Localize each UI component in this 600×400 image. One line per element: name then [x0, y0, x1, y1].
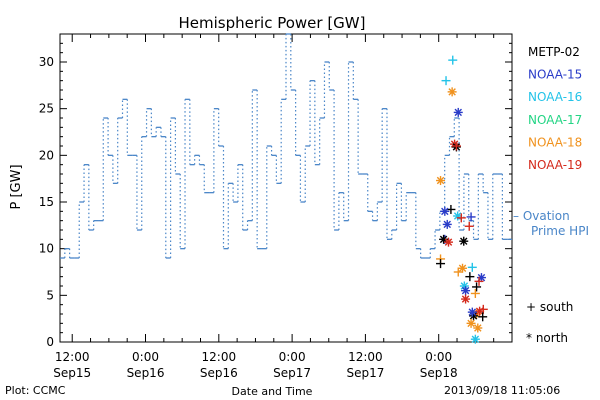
y-tick-label: 25: [39, 102, 54, 116]
y-tick-label: 5: [46, 288, 54, 302]
satellite-point-noaa-19: [464, 221, 474, 231]
satellite-point-noaa-15: [466, 212, 476, 222]
marker-stroke: [460, 237, 468, 245]
satellite-point-noaa-16: [470, 334, 480, 344]
satellite-point-noaa-19: [443, 237, 453, 247]
x-tick-date-label: Sep16: [127, 366, 165, 380]
marker-stroke: [454, 108, 462, 117]
marker-stroke: [458, 264, 467, 273]
y-tick-label: 10: [39, 242, 54, 256]
legend-noaa-19: NOAA-19: [528, 158, 582, 172]
legend-noaa-18: NOAA-18: [528, 135, 582, 149]
marker-stroke: [436, 176, 445, 185]
satellite-point-noaa-19: [474, 276, 484, 286]
satellite-point-noaa-19: [461, 294, 471, 304]
marker-stroke: [461, 295, 470, 303]
satellite-point-noaa-18: [470, 288, 480, 298]
chart-title: Hemispheric Power [GW]: [179, 14, 366, 32]
x-tick-label: 12:00: [55, 350, 90, 364]
marker-stroke: [467, 319, 475, 328]
satellite-point-noaa-15: [461, 286, 471, 296]
satellite-point-noaa-18: [447, 87, 457, 97]
y-tick-label: 30: [39, 55, 54, 69]
x-tick-date-label: Sep16: [200, 366, 238, 380]
legend: METP-02 NOAA-15 NOAA-16 NOAA-17 NOAA-18 NOAA-…: [513, 45, 589, 345]
legend-noaa-15: NOAA-15: [528, 68, 582, 82]
x-tick-date-label: Sep17: [273, 366, 311, 380]
y-tick-label: 20: [39, 148, 54, 162]
x-tick-date-label: Sep15: [53, 366, 91, 380]
marker-stroke: [448, 88, 456, 96]
x-tick-date-label: Sep17: [346, 366, 384, 380]
legend-noaa-17: NOAA-17: [528, 113, 582, 127]
y-axis-label: P [GW]: [9, 164, 24, 209]
satellite-point-noaa-16: [441, 76, 451, 86]
legend-north: * north: [526, 331, 568, 345]
legend-ovation: – Ovation: [513, 209, 570, 223]
legend-south: + south: [526, 300, 573, 314]
satellite-point-metp-02: [446, 204, 456, 214]
marker-stroke: [441, 207, 449, 216]
satellite-point-noaa-15: [453, 107, 463, 117]
plot-timestamp: 2013/09/18 11:05:06: [444, 384, 561, 397]
satellite-point-noaa-18: [436, 176, 446, 186]
legend-metp-02: METP-02: [528, 45, 580, 59]
satellite-point-noaa-15: [442, 219, 452, 229]
plot-credit: Plot: CCMC: [5, 384, 66, 397]
marker-stroke: [439, 235, 448, 244]
x-tick-label: 12:00: [202, 350, 237, 364]
marker-stroke: [474, 324, 482, 332]
y-tick-label: 0: [46, 335, 54, 349]
satellite-point-metp-02: [472, 282, 482, 292]
satellite-point-noaa-19: [456, 213, 466, 223]
marker-stroke: [453, 212, 462, 220]
y-tick-label: 15: [39, 195, 54, 209]
x-tick-label: 0:00: [279, 350, 306, 364]
marker-stroke: [469, 312, 478, 320]
x-tick-label: 12:00: [348, 350, 383, 364]
marker-stroke: [471, 335, 480, 343]
satellite-point-noaa-16: [448, 55, 458, 65]
marker-stroke: [468, 308, 477, 316]
legend-ovation: Prime HPI: [531, 224, 589, 238]
x-tick-date-label: Sep18: [420, 366, 458, 380]
satellite-point-noaa-15: [440, 206, 450, 216]
satellite-point-noaa-16: [467, 262, 477, 272]
plot-axes: 0 5 10 15 20 25 30 12:00 Sep15 0:00 Sep16 12:00 Sep1…: [39, 33, 513, 380]
satellite-point-metp-02: [459, 236, 469, 246]
satellite-point-noaa-18: [453, 267, 463, 277]
satellite-point-metp-02: [465, 272, 475, 282]
ovation-series: [60, 33, 512, 259]
satellite-point-noaa-15: [467, 307, 477, 317]
marker-stroke: [461, 286, 470, 295]
satellite-point-noaa-19: [451, 141, 461, 151]
marker-stroke: [443, 220, 451, 229]
x-tick-label: 0:00: [132, 350, 159, 364]
x-axis-label: Date and Time: [232, 385, 313, 398]
satellite-point-metp-02: [478, 312, 488, 322]
x-tick-label: 0:00: [425, 350, 452, 364]
satellite-point-noaa-18: [466, 318, 476, 328]
satellite-point-noaa-18: [458, 263, 468, 273]
marker-stroke: [444, 238, 453, 246]
satellite-point-noaa-18: [473, 323, 483, 333]
satellite-point-metp-02: [436, 259, 446, 269]
legend-noaa-16: NOAA-16: [528, 90, 582, 104]
satellite-points: [436, 55, 488, 344]
